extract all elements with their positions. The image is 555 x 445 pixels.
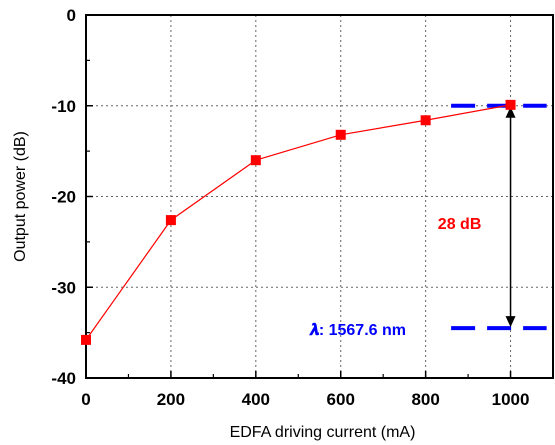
data-markers <box>81 99 516 345</box>
arrow-head-down <box>505 316 516 328</box>
y-tick-label: -20 <box>51 188 76 207</box>
series-line <box>85 104 511 341</box>
y-tick-label: -30 <box>51 278 76 297</box>
data-point <box>505 99 516 110</box>
data-point <box>81 334 91 345</box>
x-tick-labels: 0 200 400 600 800 1000 <box>81 390 529 409</box>
y-tick-label: 0 <box>67 6 76 25</box>
y-tick-labels: 0 -10 -20 -30 -40 <box>51 6 76 388</box>
data-point <box>165 215 176 226</box>
arrow-head-up <box>505 106 516 118</box>
axis-ticks <box>85 14 512 379</box>
x-tick-label: 400 <box>242 390 270 409</box>
data-point <box>250 155 261 166</box>
y-tick-label: -10 <box>51 97 76 116</box>
y-tick-label: -40 <box>51 369 76 388</box>
x-tick-label: 0 <box>81 390 90 409</box>
x-axis-label: EDFA driving current (mA) <box>230 424 416 441</box>
reference-lines <box>451 103 547 331</box>
x-tick-label: 1000 <box>492 390 530 409</box>
wavelength-label: 𝝀: 1567.6 nm <box>308 322 406 339</box>
data-point <box>420 115 431 126</box>
delta-label: 28 dB <box>438 216 482 233</box>
data-point <box>335 129 346 140</box>
x-tick-label: 800 <box>411 390 439 409</box>
x-tick-label: 200 <box>157 390 185 409</box>
x-tick-label: 600 <box>327 390 355 409</box>
y-axis-label: Output power (dB) <box>12 131 29 262</box>
double-arrow <box>505 106 516 328</box>
